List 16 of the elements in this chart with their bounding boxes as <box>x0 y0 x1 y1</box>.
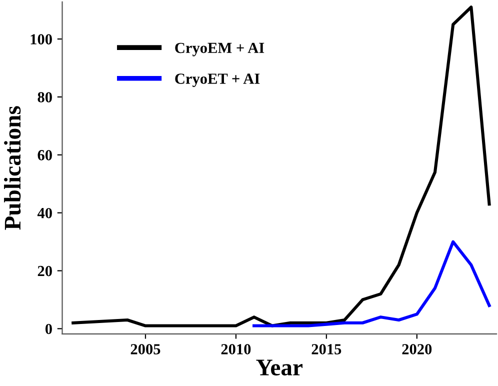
x-tick-label: 2010 <box>221 344 251 354</box>
legend-label: CryoEM + AI <box>175 42 264 56</box>
line-series <box>72 6 491 328</box>
legend-label: CryoET + AI <box>175 74 260 88</box>
y-tick-label: 60 <box>38 150 52 160</box>
x-tick-label: 2005 <box>130 344 160 354</box>
y-tick-label: 80 <box>38 92 52 102</box>
y-tick-label: 20 <box>38 266 52 276</box>
line-series <box>252 240 491 328</box>
y-tick-label: 100 <box>30 34 52 44</box>
x-tick-label: 2015 <box>312 344 342 354</box>
y-tick-label: 40 <box>37 208 52 218</box>
x-axis-title: Year <box>256 360 302 376</box>
x-tick-label: 2020 <box>402 344 432 354</box>
y-tick-label: 0 <box>45 324 52 334</box>
y-axis-title: Publications <box>4 106 21 230</box>
